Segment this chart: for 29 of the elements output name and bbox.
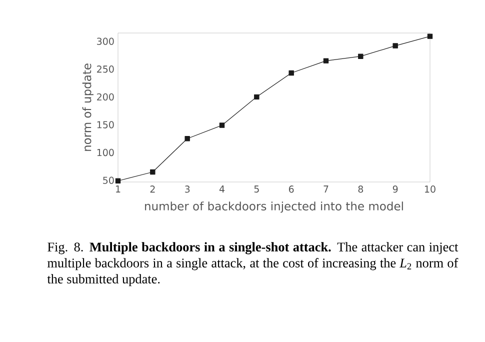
y-tick-label: 50 — [103, 176, 114, 184]
point — [219, 122, 225, 128]
text: Fig. 8. Multiple backdoors in a single-shot attack. The attacker can inject multiple backdoors in a single attack, at the cost of increasing the L$_{2}$ norm of the submitted update. — [47, 242, 458, 286]
x-tick-label: 5 — [254, 186, 259, 193]
y-tick-label: 300 — [97, 38, 114, 45]
x-tick-label: 6 — [288, 186, 294, 193]
point — [323, 58, 329, 64]
point — [150, 169, 156, 175]
point — [358, 54, 364, 59]
x-tick-label: 1 — [116, 186, 120, 192]
y-axis-title: norm of update — [82, 64, 94, 151]
y-tick-label: 250 — [97, 66, 114, 73]
x-tick-label: 3 — [185, 186, 190, 193]
point — [392, 43, 398, 48]
x-tick-label: 2 — [150, 186, 155, 193]
y-tick-label: 100 — [97, 148, 114, 156]
x-tick-label: 8 — [358, 186, 364, 193]
y-tick-label: 200 — [97, 93, 114, 101]
x-tick-label: 7 — [324, 186, 328, 192]
point — [288, 70, 294, 76]
point — [115, 178, 121, 184]
point — [254, 94, 260, 100]
point — [184, 136, 190, 142]
x-axis-title: number of backdoors injected into the model — [145, 202, 403, 213]
x-tick-label: 9 — [392, 186, 398, 193]
point — [427, 34, 433, 39]
x-tick-label: 4 — [219, 186, 224, 192]
y-tick-label: 150 — [97, 121, 114, 128]
x-tick-label: 10 — [425, 186, 436, 193]
